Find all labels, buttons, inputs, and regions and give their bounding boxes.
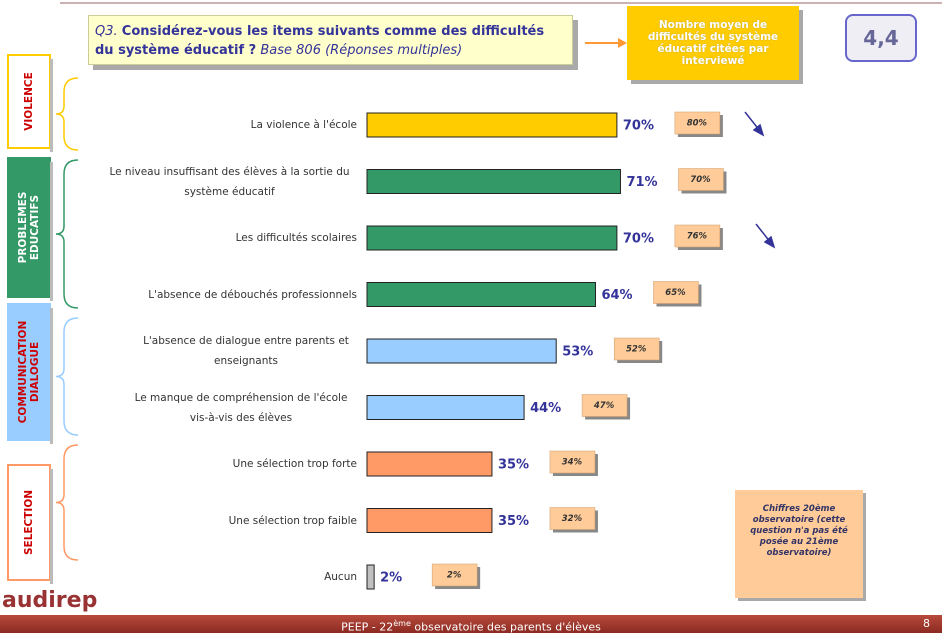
bar (366, 225, 618, 251)
category-label: L'absence de dialogue entre parents et e… (143, 335, 349, 367)
footer-sup: ème (393, 619, 411, 628)
bar (366, 282, 596, 307)
group-label: SELECTION (23, 490, 35, 555)
bar (366, 338, 557, 364)
group-box (7, 157, 51, 298)
note: Chiffres 20ème observatoire (cette quest… (735, 490, 863, 598)
average-label: Nombre moyen de difficultés du système é… (627, 6, 799, 80)
average-value: 4,4 (845, 14, 917, 62)
group-shadow (50, 59, 53, 152)
previous-label: 2% (447, 571, 462, 581)
bar (366, 564, 375, 590)
previous-box (613, 337, 660, 361)
previous-box (674, 224, 721, 248)
previous-label: 52% (626, 345, 647, 355)
previous-label: 47% (593, 401, 615, 411)
logo: audirep (2, 588, 98, 613)
previous-box (674, 111, 721, 135)
value-label: 71% (626, 175, 657, 190)
question-base: Base 806 (Réponses multiples) (260, 43, 463, 58)
bar (366, 451, 493, 477)
previous-box (581, 394, 628, 417)
previous-label: 34% (562, 458, 583, 468)
group-label: EDUCATIFS (29, 195, 41, 260)
category-label: Le manque de compréhension de l'école vi… (134, 391, 348, 424)
previous-box (431, 563, 478, 587)
group-label: VIOLENCE (23, 72, 35, 131)
previous-box (653, 281, 699, 304)
group-label: COMMUNICATION (17, 321, 29, 424)
trend-arrow (744, 111, 776, 249)
question-number: Q3. (95, 24, 118, 39)
bar (366, 508, 493, 533)
value-label: 53% (562, 345, 593, 360)
bar (366, 395, 525, 420)
category-label: Les difficultés scolaires (235, 232, 357, 244)
group-brace (55, 159, 79, 309)
group-brace (55, 317, 79, 436)
arrow-head (618, 38, 627, 48)
bar (366, 112, 618, 138)
value-label: 2% (380, 571, 402, 586)
value-label: 35% (498, 514, 529, 529)
footer-text: PEEP - 22 (341, 620, 394, 633)
footer: PEEP - 22ème observatoire des parents d'… (0, 615, 942, 633)
value-label: 64% (601, 288, 632, 303)
previous-box (549, 450, 596, 474)
category-label: L'absence de débouchés professionnels (148, 288, 357, 301)
group-brace (55, 444, 79, 561)
question-box: Q3. Considérez-vous les items suivants c… (88, 15, 573, 65)
logo-tagline: dynamic solutions (26, 610, 81, 617)
group-shadow (50, 469, 53, 584)
previous-label: 65% (665, 288, 686, 298)
value-label: 70% (623, 232, 654, 247)
value-label: 35% (498, 458, 529, 473)
value-label: 44% (530, 401, 561, 416)
previous-label: 70% (690, 175, 711, 185)
group-brace (55, 77, 79, 151)
category-label: Une sélection trop faible (228, 514, 357, 527)
footer-text: observatoire des parents d'élèves (410, 620, 601, 633)
group-shadow (50, 308, 53, 444)
previous-label: 80% (687, 119, 708, 129)
group-label: PROBLEMES (17, 192, 29, 264)
question-text: Considérez-vous les items suivants comme… (95, 24, 545, 58)
previous-box (549, 507, 596, 530)
page-number: 8 (923, 617, 930, 630)
group-shadow (50, 162, 53, 301)
previous-label: 76% (687, 232, 708, 242)
category-label: La violence à l'école (250, 119, 357, 131)
category-label: Une sélection trop forte (232, 458, 357, 470)
previous-box (678, 168, 724, 191)
value-label: 70% (623, 119, 654, 134)
group-label: DIALOGUE (29, 342, 41, 402)
previous-label: 32% (562, 514, 583, 524)
category-label: Aucun (324, 571, 357, 583)
bar (366, 169, 621, 194)
category-label: Le niveau insuffisant des élèves à la so… (109, 165, 350, 198)
